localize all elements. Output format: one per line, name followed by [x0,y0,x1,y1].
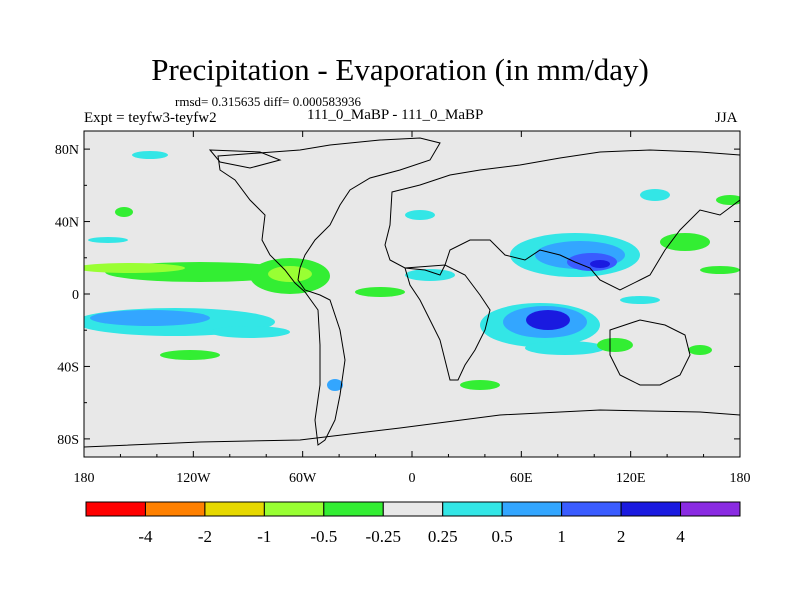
y-tick-label: 40N [55,216,79,231]
south-pacific-tail [210,326,290,338]
arctic-cyan [132,151,168,159]
south-america-blue [327,379,343,391]
plot-background [84,131,740,457]
colorbar-label: -0.5 [310,527,337,546]
arctic-islands-coastline [208,149,282,169]
colorbar: -4 -2 -1 -0.5 -0.25 0.25 0.5 1 2 4 [85,501,741,546]
x-tick-label: 60E [510,471,533,486]
case-id-label: 111_0_MaBP - 111_0_MaBP [307,107,484,123]
x-tick-label: 120E [616,471,646,486]
colorbar-label: 2 [617,527,626,546]
australia-coastline [609,319,691,386]
east-australia-patch [688,345,712,355]
y-tick-label: 80S [57,433,79,448]
south-indian-tail [525,341,605,355]
stats-subtitle: rmsd= 0.315635 diff= 0.000583936 [175,94,361,109]
colorbar-swatch [620,501,682,517]
eurasia-africa-north-coastline [384,149,740,291]
colorbar-swatch [442,501,503,517]
colorbar-label: -1 [257,527,271,546]
east-asia-cyan [640,189,670,201]
x-axis: 180 120W 60W 0 60E 120E 180 [74,131,751,486]
chart-title: Precipitation - Evaporation (in mm/day) [151,52,649,87]
colorbar-label: 1 [557,527,566,546]
south-indian-ocean-core [526,310,570,330]
x-tick-label: 60W [289,471,317,486]
x-tick-label: 180 [74,471,95,486]
south-pacific-core [90,310,210,326]
maritime-continent-cyan [620,296,660,304]
y-tick-label: 40S [57,360,79,375]
colorbar-swatch [561,501,622,517]
colorbar-swatch [323,501,384,517]
colorbar-label: 4 [676,527,685,546]
y-axis: 80N 40N 0 40S 80S [55,143,740,448]
colorbar-label: -2 [198,527,212,546]
africa-south-coastline [404,264,491,381]
x-tick-label: 0 [409,471,416,486]
atlantic-green [355,287,405,297]
colorbar-swatch [263,501,325,517]
colorbar-label: -0.25 [366,527,401,546]
colorbar-swatch [85,501,146,517]
x-tick-label: 120W [176,471,211,486]
colorbar-label: 0.25 [428,527,458,546]
colorbar-swatch [204,501,265,517]
antarctica-coastline [84,409,740,457]
south-pacific-green [160,350,220,360]
colorbar-label: -4 [138,527,153,546]
experiment-label: Expt = teyfw3-teyfw2 [84,110,217,126]
west-africa-cyan [405,269,455,281]
season-label: JJA [715,110,738,126]
south-atlantic-green [460,380,500,390]
x-tick-label: 180 [730,471,751,486]
north-pacific-east-green [716,195,740,205]
north-pacific-patch [115,207,133,217]
west-pacific-warm-pool [660,233,710,251]
data-field [84,137,740,457]
colorbar-swatch [680,501,741,517]
europe-cyan [405,210,435,220]
colorbar-swatch [501,501,563,517]
north-pacific-itcz-inner [84,263,185,273]
australia-north [597,338,633,352]
central-pacific-green [700,266,740,274]
north-pacific-cyan [88,237,128,243]
colorbar-label: 0.5 [492,527,513,546]
central-america-itcz-core [268,266,312,282]
bay-of-bengal-core [590,260,610,268]
americas-coastline [217,137,441,446]
colorbar-swatch [382,501,444,517]
y-tick-label: 80N [55,143,79,158]
colorbar-swatch [144,501,206,517]
y-tick-label: 0 [72,288,79,303]
